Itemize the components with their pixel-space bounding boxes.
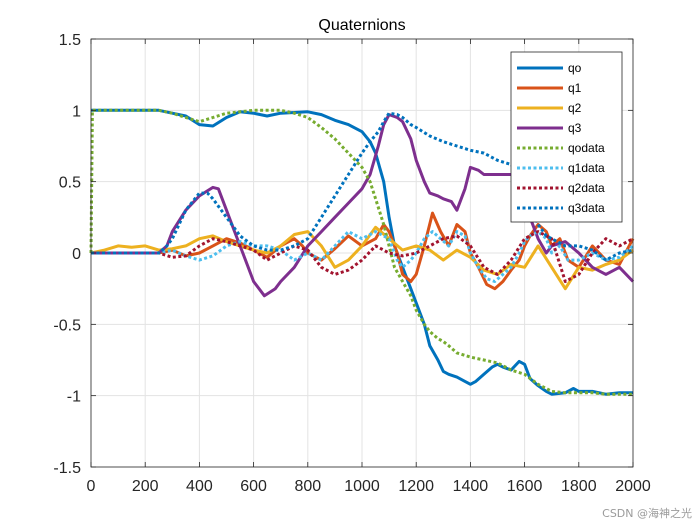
x-tick-label: 800	[294, 478, 321, 495]
legend-label-q3: q3	[568, 121, 582, 135]
x-tick-label: 600	[240, 478, 267, 495]
legend-label-qodata: qodata	[568, 141, 605, 155]
legend-label-q2data: q2data	[568, 181, 605, 195]
y-tick-label: 1.5	[59, 32, 81, 49]
y-tick-labels: -1.5 -1 -0.5 0 0.5 1 1.5	[53, 32, 81, 477]
y-tick-label: 0.5	[59, 175, 81, 192]
legend-label-q3data: q3data	[568, 201, 605, 215]
legend-label-q2: q2	[568, 101, 582, 115]
x-tick-label: 2000	[615, 478, 651, 495]
legend: qo q1 q2 q3 qodata q1data q2data q3data	[510, 51, 623, 223]
legend-label-q1data: q1data	[568, 161, 605, 175]
x-tick-label: 1200	[398, 478, 434, 495]
x-tick-label: 1600	[507, 478, 543, 495]
y-tick-label: 0	[72, 246, 81, 263]
legend-label-q1: q1	[568, 81, 582, 95]
series-line-qodata	[89, 108, 633, 396]
legend-items: qo q1 q2 q3 qodata q1data q2data q3data	[517, 61, 605, 215]
y-tick-label: -0.5	[53, 317, 81, 334]
y-tick-label: -1	[67, 389, 81, 406]
series-line-q2data	[91, 230, 634, 283]
legend-box	[510, 51, 623, 223]
series-line-q3data	[91, 111, 634, 262]
x-tick-label: 200	[132, 478, 159, 495]
x-tick-label: 1800	[561, 478, 597, 495]
axis-ticks	[90, 38, 634, 468]
chart-title: Quaternions	[318, 17, 405, 34]
x-tick-label: 1000	[344, 478, 380, 495]
x-tick-label: 0	[87, 478, 96, 495]
y-tick-label: -1.5	[53, 460, 81, 477]
series-line-q2	[90, 225, 634, 291]
watermark: CSDN @海神之光	[602, 507, 692, 520]
legend-label-qo: qo	[568, 61, 582, 75]
x-tick-label: 400	[186, 478, 213, 495]
series-line-q1data	[91, 230, 634, 283]
x-tick-labels: 0 200 400 600 800 1000 1200 1400 1600 1800 2000	[87, 478, 651, 495]
x-tick-label: 1400	[453, 478, 489, 495]
y-tick-label: 1	[72, 103, 81, 120]
series-line-q1	[91, 211, 635, 291]
